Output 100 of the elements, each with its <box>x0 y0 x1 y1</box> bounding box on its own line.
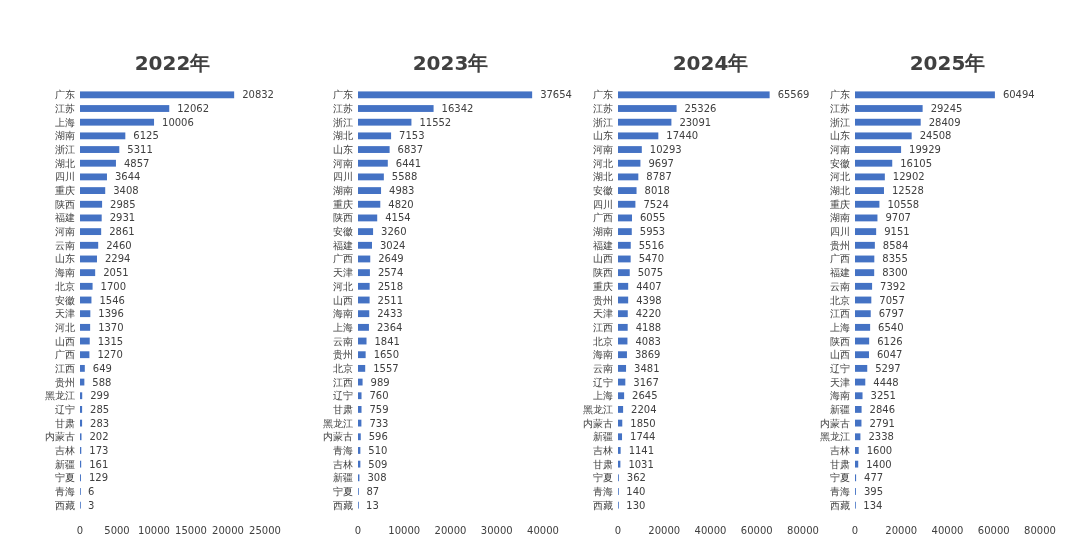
data-label: 1400 <box>866 458 892 470</box>
x-tick-label: 0 <box>354 525 362 536</box>
bar <box>855 406 862 413</box>
data-label: 202 <box>89 431 109 443</box>
bar <box>855 200 880 208</box>
data-label: 1031 <box>628 458 654 470</box>
bar <box>855 187 884 194</box>
chart-title: 2024年 <box>672 51 749 75</box>
data-label: 2433 <box>377 308 403 320</box>
data-label: 6 <box>88 485 95 497</box>
y-tick-label: 浙江 <box>593 116 613 128</box>
y-tick-label: 内蒙古 <box>323 431 353 443</box>
bar <box>80 132 126 140</box>
data-label: 2518 <box>377 280 404 292</box>
data-label: 12062 <box>177 103 210 115</box>
y-tick-label: 湖南 <box>830 212 850 224</box>
y-tick-label: 广东 <box>333 89 353 101</box>
data-label: 2338 <box>868 431 894 443</box>
y-tick-label: 重庆 <box>55 185 75 197</box>
data-label: 1546 <box>99 294 125 306</box>
y-tick-label: 广西 <box>830 253 850 265</box>
data-label: 2204 <box>631 403 657 415</box>
bar <box>618 323 628 331</box>
bar <box>618 159 641 167</box>
data-label: 7524 <box>643 198 669 210</box>
data-label: 2649 <box>378 253 404 265</box>
bar <box>855 460 859 468</box>
data-label: 1141 <box>628 444 655 456</box>
data-label: 2511 <box>377 294 404 306</box>
y-tick-label: 广西 <box>593 212 613 224</box>
y-tick-label: 西藏 <box>593 499 613 511</box>
bar <box>80 187 106 194</box>
data-label: 19929 <box>909 144 941 156</box>
bar <box>80 406 83 413</box>
y-tick-label: 辽宁 <box>593 376 613 388</box>
x-tick-label: 20000 <box>648 525 681 536</box>
y-tick-label: 上海 <box>830 321 850 333</box>
bar <box>358 241 372 249</box>
y-tick-label: 江苏 <box>333 103 353 115</box>
bar <box>855 323 871 331</box>
bar <box>618 132 659 140</box>
data-label: 3024 <box>379 239 406 251</box>
y-tick-label: 西藏 <box>333 499 353 511</box>
y-tick-label: 云南 <box>333 335 353 347</box>
bar <box>80 159 116 167</box>
data-label: 129 <box>88 472 109 484</box>
y-tick-label: 青海 <box>55 485 75 497</box>
y-tick-label: 湖南 <box>593 226 613 238</box>
y-tick-label: 湖南 <box>333 185 353 197</box>
y-tick-label: 安徽 <box>830 157 850 169</box>
data-label: 2985 <box>110 198 136 210</box>
y-tick-label: 上海 <box>55 116 75 128</box>
y-tick-label: 辽宁 <box>333 390 353 402</box>
data-label: 1370 <box>98 321 124 333</box>
bar <box>80 310 91 318</box>
bar <box>618 433 623 441</box>
y-tick-label: 安徽 <box>593 185 613 197</box>
chart-title: 2022年 <box>134 51 211 75</box>
bar <box>618 146 642 153</box>
y-tick-label: 福建 <box>830 267 850 279</box>
bar <box>358 173 384 181</box>
bar <box>855 105 923 112</box>
data-label: 23091 <box>679 116 712 128</box>
y-tick-label: 山西 <box>830 349 850 361</box>
y-tick-label: 贵州 <box>333 349 353 361</box>
data-label: 1315 <box>97 335 124 347</box>
y-tick-label: 重庆 <box>830 198 850 210</box>
y-tick-label: 西藏 <box>830 499 850 511</box>
y-tick-label: 宁夏 <box>593 472 613 484</box>
bar <box>618 392 625 400</box>
data-label: 1700 <box>100 280 127 292</box>
data-label: 28409 <box>928 116 961 128</box>
data-label: 1850 <box>630 417 656 429</box>
y-tick-label: 江苏 <box>55 103 75 115</box>
y-tick-label: 天津 <box>55 308 75 320</box>
data-label: 1841 <box>374 335 400 347</box>
y-tick-label: 河北 <box>55 321 75 333</box>
y-tick-label: 宁夏 <box>333 485 353 497</box>
data-label: 299 <box>90 390 110 402</box>
chart-title: 2025年 <box>909 51 986 75</box>
bar <box>358 406 362 413</box>
y-tick-label: 四川 <box>333 171 353 183</box>
bar <box>358 392 362 400</box>
y-tick-label: 山西 <box>333 294 353 306</box>
y-tick-label: 浙江 <box>830 116 850 128</box>
y-tick-label: 新疆 <box>830 403 850 415</box>
data-label: 7392 <box>880 280 906 292</box>
data-label: 29245 <box>930 103 963 115</box>
x-tick-label: 40000 <box>527 525 559 536</box>
y-tick-label: 天津 <box>333 267 353 279</box>
y-tick-label: 甘肃 <box>55 417 75 429</box>
y-tick-label: 河北 <box>830 171 850 183</box>
data-label: 9707 <box>885 212 911 224</box>
data-label: 6047 <box>876 349 903 361</box>
bar <box>358 310 370 318</box>
y-tick-label: 江苏 <box>593 103 613 115</box>
y-tick-label: 福建 <box>333 239 353 251</box>
bar <box>358 269 370 277</box>
bar <box>358 118 412 126</box>
data-label: 2861 <box>109 226 135 238</box>
